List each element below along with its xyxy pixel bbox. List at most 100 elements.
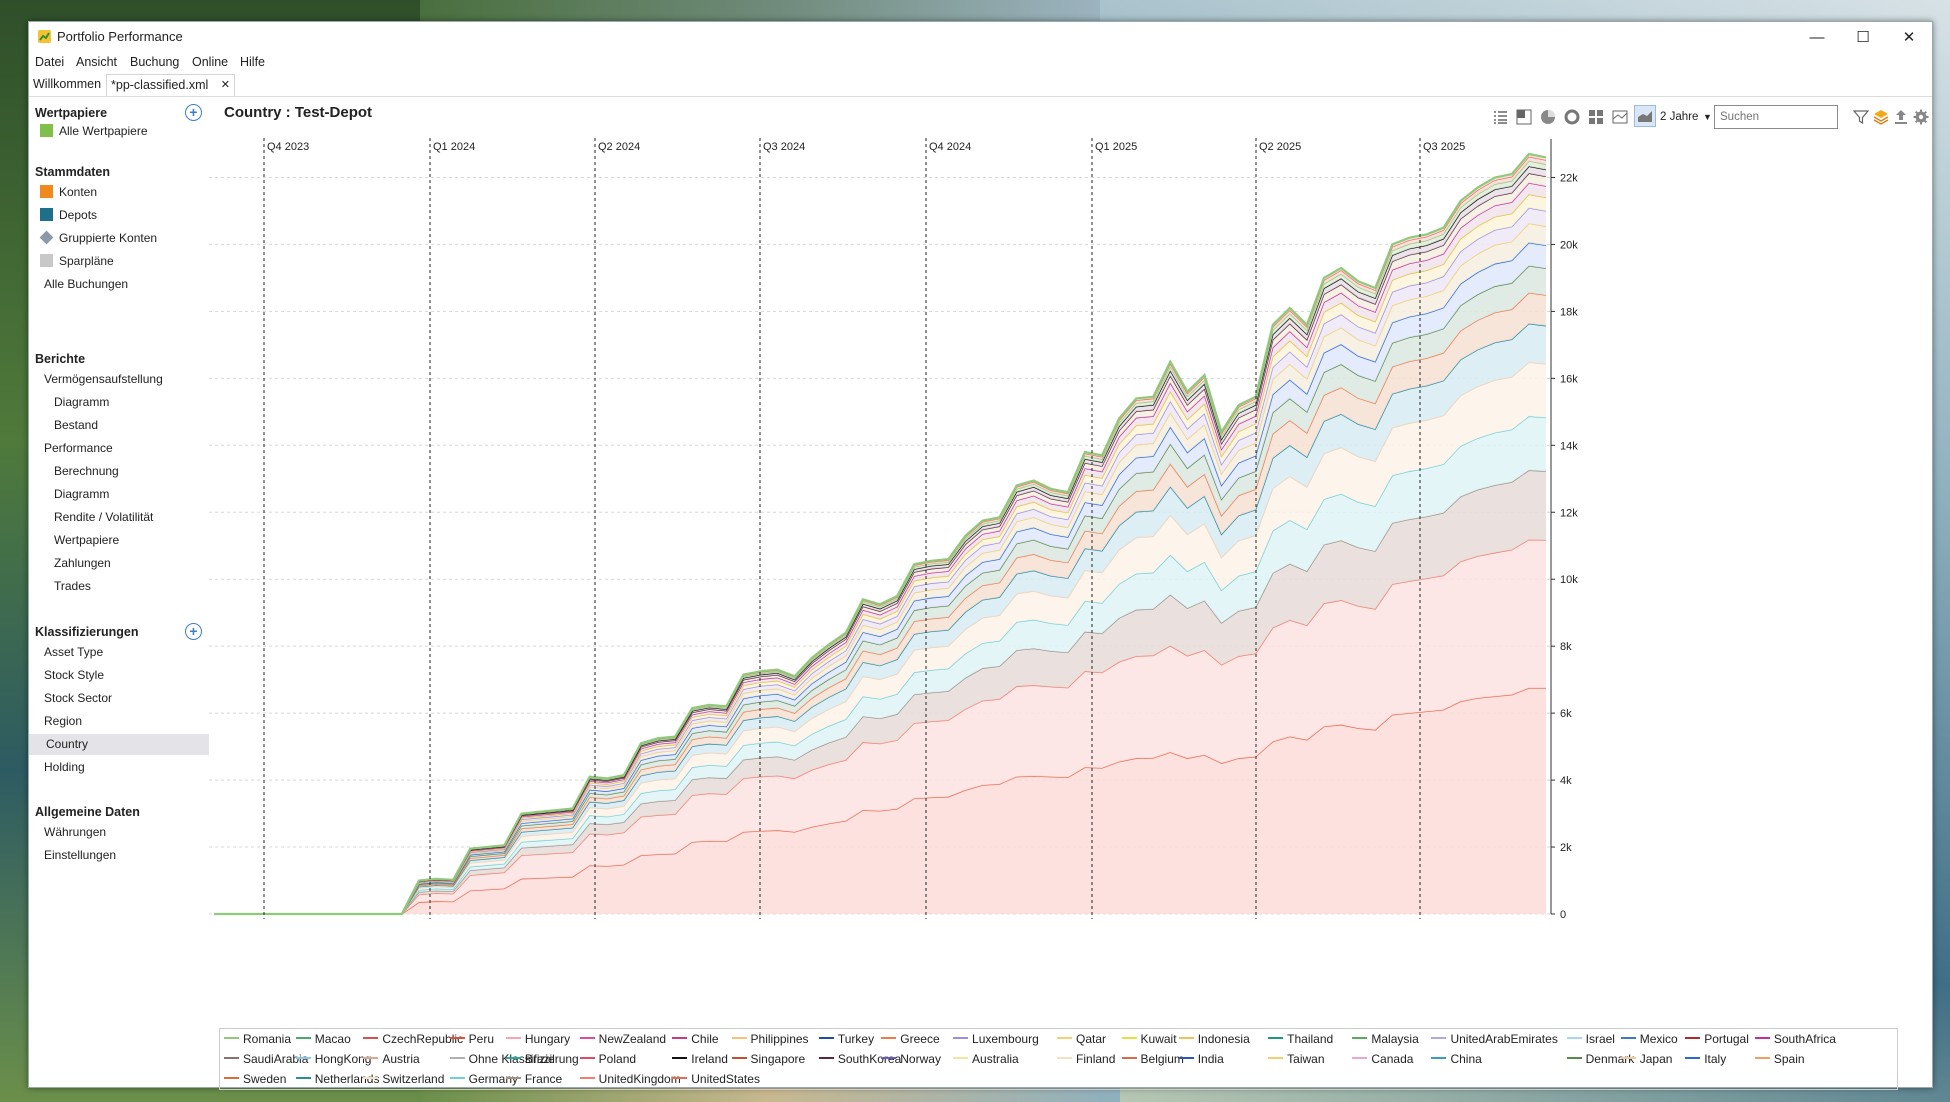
- layers-icon[interactable]: [1873, 109, 1889, 125]
- legend-swatch: [224, 1037, 239, 1039]
- legend-item: Austria: [363, 1052, 420, 1066]
- legend-label: Ireland: [691, 1052, 728, 1066]
- grid-icon[interactable]: [1588, 109, 1604, 125]
- legend-item: Mexico: [1620, 1032, 1678, 1046]
- close-window-button[interactable]: ✕: [1902, 29, 1916, 46]
- legend-label: Poland: [598, 1052, 637, 1066]
- section-allgemeine-daten: Allgemeine Daten: [35, 805, 140, 819]
- sidebar-item-region[interactable]: Region: [44, 714, 83, 728]
- legend-label: Kuwait: [1140, 1032, 1177, 1046]
- sidebar-item-stock-style[interactable]: Stock Style: [44, 668, 105, 682]
- legend-item: Norway: [881, 1052, 941, 1066]
- sidebar: Wertpapiere + Alle Wertpapiere Stammdate…: [29, 98, 209, 1087]
- sidebar-item-depots[interactable]: Depots: [40, 205, 97, 226]
- legend-label: Indonesia: [1197, 1032, 1250, 1046]
- quarter-marker-label: Q3 2025: [1423, 141, 1465, 153]
- sidebar-item-rendite-volatilitaet[interactable]: Rendite / Volatilität: [54, 510, 154, 524]
- legend-item: Israel: [1566, 1032, 1615, 1046]
- sidebar-item-zahlungen[interactable]: Zahlungen: [54, 556, 111, 570]
- sidebar-item-alle-buchungen[interactable]: Alle Buchungen: [44, 277, 129, 291]
- menu-buchung[interactable]: Buchung: [130, 55, 180, 69]
- maximize-button[interactable]: ☐: [1856, 29, 1870, 46]
- legend-swatch: [1121, 1057, 1137, 1059]
- sidebar-item-country[interactable]: Country: [29, 734, 209, 755]
- legend-item: Spain: [1754, 1052, 1805, 1066]
- donut-icon[interactable]: [1564, 109, 1580, 125]
- menu-online[interactable]: Online: [192, 55, 229, 69]
- app-window: Portfolio Performance — ☐ ✕ Datei Ansich…: [28, 21, 1933, 1090]
- menu-hilfe[interactable]: Hilfe: [240, 55, 266, 69]
- stacked-line-icon[interactable]: [1612, 109, 1628, 125]
- legend-item: China: [1431, 1052, 1482, 1066]
- sidebar-item-sparplaene[interactable]: Sparpläne: [40, 251, 114, 272]
- filter-icon[interactable]: [1853, 109, 1869, 125]
- sidebar-item-einstellungen[interactable]: Einstellungen: [44, 848, 117, 862]
- legend-item: Macao: [295, 1032, 351, 1046]
- legend-item: Ohne Klassifizierung: [449, 1052, 579, 1066]
- legend-swatch: [953, 1057, 969, 1059]
- stack-icon: [39, 230, 54, 245]
- legend-swatch: [1566, 1037, 1582, 1039]
- menu-datei[interactable]: Datei: [35, 55, 65, 69]
- quarter-marker-label: Q4 2023: [267, 141, 309, 153]
- sidebar-item-bestand[interactable]: Bestand: [54, 418, 99, 432]
- tab-pp-classified[interactable]: *pp-classified.xml ✕: [106, 74, 235, 96]
- add-klassifizierung-icon[interactable]: +: [185, 623, 202, 640]
- legend-label: Turkey: [837, 1032, 875, 1046]
- legend-item: Denmark: [1566, 1052, 1634, 1066]
- list-icon[interactable]: [1492, 109, 1508, 125]
- legend-item: Portugal: [1685, 1032, 1749, 1046]
- export-icon[interactable]: [1893, 109, 1909, 125]
- sidebar-item-vermoegensaufstellung[interactable]: Vermögensaufstellung: [44, 372, 163, 386]
- sidebar-item-stock-sector[interactable]: Stock Sector: [44, 691, 113, 705]
- legend-item: Canada: [1352, 1052, 1413, 1066]
- legend-swatch: [881, 1037, 897, 1039]
- chevron-down-icon[interactable]: ▼: [1703, 112, 1712, 122]
- sidebar-item-diagramm[interactable]: Diagramm: [54, 395, 110, 409]
- legend-label: UnitedKingdom: [598, 1072, 681, 1086]
- sidebar-item-konten[interactable]: Konten: [40, 182, 97, 203]
- legend-label: Canada: [1371, 1052, 1414, 1066]
- search-input[interactable]: [1714, 105, 1838, 129]
- tab-close-icon[interactable]: ✕: [220, 79, 230, 91]
- sidebar-item-trades[interactable]: Trades: [54, 579, 91, 593]
- sidebar-item-performance[interactable]: Performance: [44, 441, 113, 455]
- quarter-marker-label: Q2 2025: [1259, 141, 1301, 153]
- sidebar-item-wertpapiere[interactable]: Wertpapiere: [54, 533, 120, 547]
- legend-item: Luxembourg: [953, 1032, 1039, 1046]
- legend-label: Malaysia: [1371, 1032, 1419, 1046]
- legend-item: Philippines: [731, 1032, 809, 1046]
- quarter-marker-label: Q1 2024: [433, 141, 475, 153]
- minimize-button[interactable]: —: [1809, 28, 1825, 46]
- depot-icon: [40, 208, 53, 221]
- series-area: [214, 688, 1546, 914]
- treemap-icon[interactable]: [1516, 109, 1532, 125]
- legend-label: SouthKorea: [837, 1052, 902, 1066]
- section-klassifizierungen: Klassifizierungen: [35, 625, 139, 639]
- y-tick-label: 20k: [1560, 239, 1578, 251]
- sidebar-item-asset-type[interactable]: Asset Type: [44, 645, 104, 659]
- stacked-area-icon[interactable]: [1634, 105, 1656, 127]
- y-tick-label: 6k: [1560, 708, 1572, 720]
- legend-label: Macao: [314, 1032, 351, 1046]
- app-logo-icon: [38, 30, 51, 43]
- legend-swatch: [1057, 1057, 1073, 1059]
- add-wertpapier-icon[interactable]: +: [185, 104, 202, 121]
- sidebar-item-berechnung[interactable]: Berechnung: [54, 464, 119, 478]
- sidebar-item-gruppierte-konten[interactable]: Gruppierte Konten: [39, 228, 157, 249]
- menu-ansicht[interactable]: Ansicht: [76, 55, 117, 69]
- sidebar-item-holding[interactable]: Holding: [44, 760, 85, 774]
- legend-label: France: [524, 1072, 563, 1086]
- legend-label: Japan: [1639, 1052, 1673, 1066]
- settings-icon[interactable]: [1913, 109, 1929, 125]
- sidebar-item-waehrungen[interactable]: Währungen: [44, 825, 107, 839]
- period-select[interactable]: 2 Jahre: [1660, 111, 1699, 123]
- tab-willkommen[interactable]: Willkommen: [33, 77, 102, 91]
- quarter-marker-label: Q3 2024: [763, 141, 805, 153]
- legend-swatch: [449, 1057, 465, 1059]
- legend-label: Australia: [972, 1052, 1019, 1066]
- legend-swatch: [1178, 1037, 1194, 1039]
- sidebar-item-performance-diagramm[interactable]: Diagramm: [54, 487, 110, 501]
- pie-icon[interactable]: [1540, 109, 1556, 125]
- sidebar-item-alle-wertpapiere[interactable]: Alle Wertpapiere: [40, 121, 148, 142]
